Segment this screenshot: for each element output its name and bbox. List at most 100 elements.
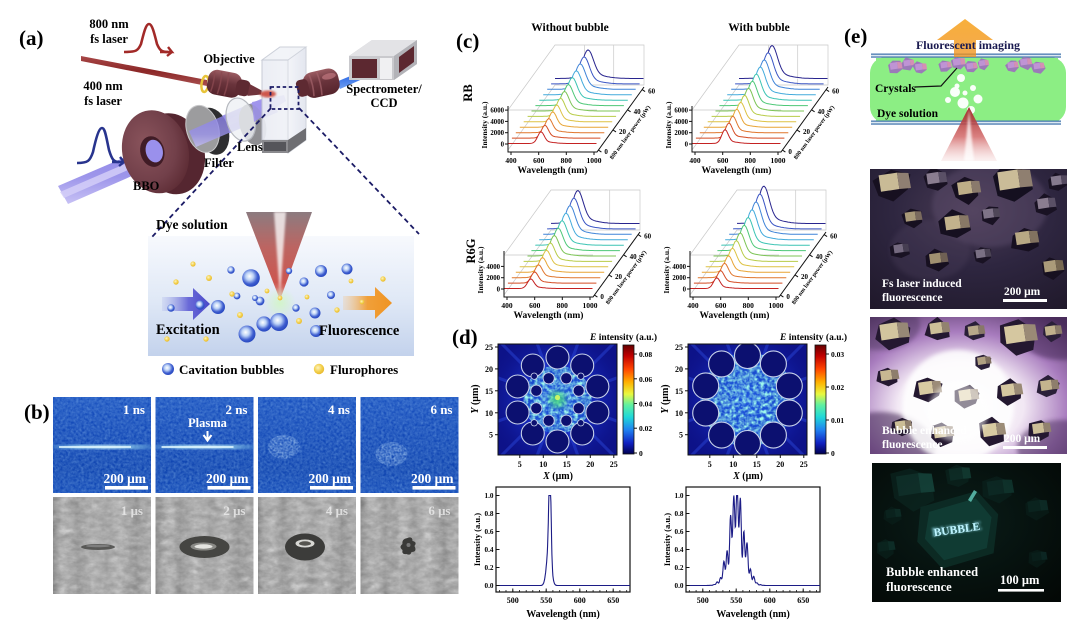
svg-text:5: 5 <box>489 431 493 440</box>
svg-text:Intensity (a.u.): Intensity (a.u.) <box>664 101 673 148</box>
svg-text:800 nm laser power (μW): 800 nm laser power (μW) <box>604 249 648 306</box>
svg-text:200 μm: 200 μm <box>103 471 146 486</box>
svg-text:0.08: 0.08 <box>639 350 652 359</box>
svg-text:Cavitation bubbles: Cavitation bubbles <box>179 362 284 377</box>
svg-text:25: 25 <box>800 460 808 469</box>
svg-text:6000: 6000 <box>490 108 504 115</box>
svg-text:100 μm: 100 μm <box>1000 573 1040 587</box>
svg-text:Objective: Objective <box>203 52 255 66</box>
svg-text:60: 60 <box>832 88 840 96</box>
svg-text:0.0: 0.0 <box>675 582 684 590</box>
svg-text:200 μm: 200 μm <box>1004 286 1041 298</box>
svg-text:650: 650 <box>797 596 809 605</box>
svg-text:5: 5 <box>708 460 712 469</box>
svg-text:Fluorescence: Fluorescence <box>319 323 400 339</box>
svg-text:600: 600 <box>574 596 586 605</box>
svg-text:Lens: Lens <box>237 140 263 154</box>
svg-text:4000: 4000 <box>672 264 686 271</box>
svg-text:Dye solution: Dye solution <box>877 108 939 120</box>
svg-text:15: 15 <box>753 460 761 469</box>
svg-text:Fluorescent imaging: Fluorescent imaging <box>916 38 1020 52</box>
svg-text:0: 0 <box>600 293 604 301</box>
svg-text:20: 20 <box>675 365 683 374</box>
svg-text:200 μm: 200 μm <box>1004 433 1041 445</box>
svg-text:Intensity (a.u.): Intensity (a.u.) <box>662 246 671 293</box>
svg-text:Wavelength (nm): Wavelength (nm) <box>716 609 790 620</box>
svg-text:15: 15 <box>675 387 683 396</box>
svg-text:R6G: R6G <box>464 238 478 263</box>
svg-text:2000: 2000 <box>672 275 686 282</box>
svg-text:0.6: 0.6 <box>675 528 684 536</box>
svg-text:BBO: BBO <box>133 179 160 193</box>
svg-text:4 ns: 4 ns <box>328 402 350 417</box>
svg-text:6 μs: 6 μs <box>428 503 450 518</box>
svg-text:400: 400 <box>689 156 701 165</box>
svg-text:800: 800 <box>561 156 573 165</box>
svg-text:0.8: 0.8 <box>485 510 494 518</box>
svg-text:0: 0 <box>788 148 792 156</box>
svg-text:600: 600 <box>717 156 729 165</box>
svg-text:E intensity (a.u.): E intensity (a.u.) <box>779 332 847 343</box>
svg-text:Fs laser induced: Fs laser induced <box>882 278 962 290</box>
svg-text:200 μm: 200 μm <box>308 471 351 486</box>
svg-text:1 ns: 1 ns <box>123 402 145 417</box>
svg-text:0: 0 <box>639 449 643 458</box>
svg-text:25: 25 <box>675 343 683 352</box>
svg-text:fs laser: fs laser <box>90 32 128 46</box>
svg-text:fluorescence: fluorescence <box>886 580 952 594</box>
svg-text:E intensity (a.u.): E intensity (a.u.) <box>589 332 657 343</box>
svg-text:Bubble enhanced: Bubble enhanced <box>882 425 967 437</box>
svg-text:0.02: 0.02 <box>831 383 844 392</box>
svg-text:0: 0 <box>685 142 689 149</box>
svg-text:0: 0 <box>683 287 687 294</box>
svg-text:10: 10 <box>485 409 493 418</box>
svg-text:0.4: 0.4 <box>485 546 494 554</box>
svg-text:Intensity (a.u.): Intensity (a.u.) <box>480 101 489 148</box>
svg-text:1 μs: 1 μs <box>121 503 143 518</box>
svg-text:2000: 2000 <box>490 130 504 137</box>
svg-text:400: 400 <box>505 156 517 165</box>
svg-text:600: 600 <box>764 596 776 605</box>
svg-text:800: 800 <box>557 301 569 310</box>
svg-text:60: 60 <box>644 233 652 241</box>
svg-text:800: 800 <box>745 156 757 165</box>
svg-text:550: 550 <box>730 596 742 605</box>
svg-text:0.2: 0.2 <box>675 564 684 572</box>
svg-text:25: 25 <box>610 460 618 469</box>
svg-text:550: 550 <box>540 596 552 605</box>
svg-text:1.0: 1.0 <box>675 492 684 500</box>
svg-text:0.02: 0.02 <box>639 424 652 433</box>
svg-text:Intensity (a.u.): Intensity (a.u.) <box>472 513 482 566</box>
svg-text:10: 10 <box>539 460 547 469</box>
svg-text:800 nm laser power (μW): 800 nm laser power (μW) <box>608 104 652 161</box>
svg-text:Spectrometer/: Spectrometer/ <box>346 82 422 96</box>
svg-text:Wavelength (nm): Wavelength (nm) <box>514 310 584 321</box>
svg-text:Y (μm): Y (μm) <box>660 384 671 413</box>
svg-text:4000: 4000 <box>674 119 688 126</box>
svg-text:CCD: CCD <box>370 96 397 110</box>
svg-text:10: 10 <box>675 409 683 418</box>
svg-text:0.06: 0.06 <box>639 375 652 384</box>
svg-text:5: 5 <box>679 431 683 440</box>
svg-text:25: 25 <box>485 343 493 352</box>
svg-text:2 μs: 2 μs <box>223 503 245 518</box>
svg-text:Wavelength (nm): Wavelength (nm) <box>702 165 772 176</box>
svg-text:4000: 4000 <box>490 119 504 126</box>
svg-text:Wavelength (nm): Wavelength (nm) <box>518 165 588 176</box>
svg-text:20: 20 <box>803 128 811 136</box>
svg-text:Y (μm): Y (μm) <box>470 384 481 413</box>
svg-text:0: 0 <box>604 148 608 156</box>
svg-text:40: 40 <box>818 108 826 116</box>
svg-text:0.01: 0.01 <box>831 416 844 425</box>
svg-text:0.04: 0.04 <box>639 400 652 409</box>
svg-text:0.03: 0.03 <box>831 350 844 359</box>
svg-text:800 nm: 800 nm <box>89 17 129 31</box>
svg-text:400: 400 <box>687 301 699 310</box>
svg-text:Dye solution: Dye solution <box>156 217 228 232</box>
svg-text:200 μm: 200 μm <box>411 471 454 486</box>
svg-text:6000: 6000 <box>674 108 688 115</box>
svg-text:Wavelength (nm): Wavelength (nm) <box>700 310 770 321</box>
svg-text:fluorescence: fluorescence <box>882 439 942 451</box>
svg-text:0: 0 <box>497 287 501 294</box>
svg-text:20: 20 <box>586 460 594 469</box>
